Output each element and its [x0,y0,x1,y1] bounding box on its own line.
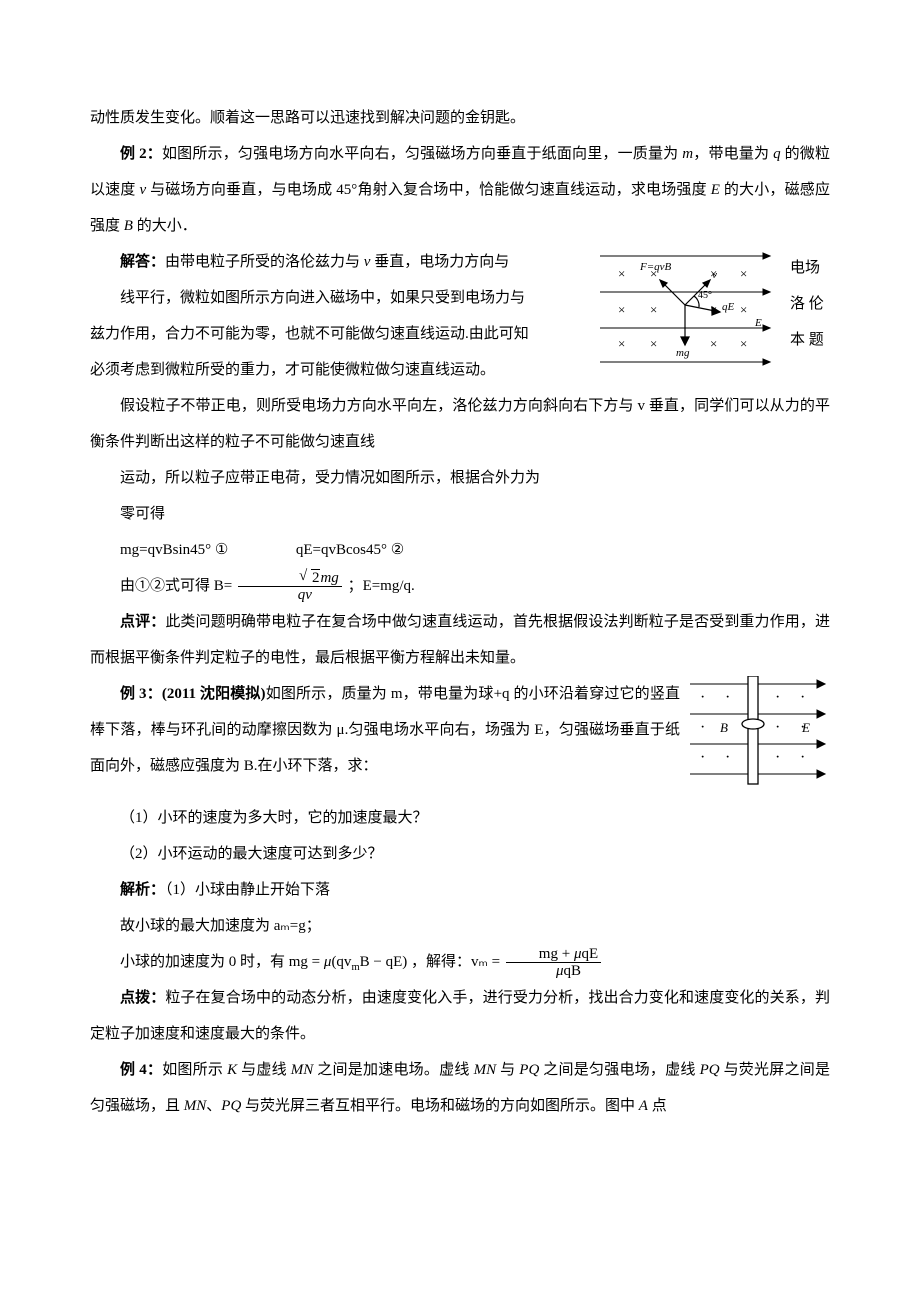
e3-q2: （2）小环运动的最大速度可达到多少？ [90,836,830,872]
e2-ans-a: 由带电粒子所受的洛伦兹力与 v 垂直，电场力方向与 [165,254,509,270]
e2-ans-line2: 线平行，微粒如图所示方向进入磁场中，如果只受到电场力与 [90,280,580,316]
e3-body: 例 3：(2011 沈阳模拟)如图所示，质量为 m，带电量为球+q 的小环沿着穿… [90,676,680,784]
e3-fraction: mg + μqE μqB [506,946,601,980]
hint-head: 点拨： [120,990,165,1006]
eq1b: qE=qvBcos45° ② [296,542,404,558]
svg-text:·: · [700,689,705,706]
e2-tail2: 洛 伦 [790,286,826,322]
e2-ans-line1: 解答：由带电粒子所受的洛伦兹力与 v 垂直，电场力方向与 [90,244,580,280]
comment-body: 此类问题明确带电粒子在复合场中做匀速直线运动，首先根据假设法判断粒子是否受到重力… [90,614,830,666]
e3-hint: 点拨：粒子在复合场中的动态分析，由速度变化入手，进行受力分析，找出合力变化和速度… [90,980,830,1052]
e4-body: 如图所示 K 与虚线 MN 之间是加速电场。虚线 MN 与 PQ 之间是匀强电场… [90,1062,830,1114]
fig1-qE: qE [722,301,735,313]
e3-eq-solve: ，解得：vₘ = [411,954,504,970]
e2-ans-line4: 必须考虑到微粒所受的重力，才可能使微粒做匀速直线运动。 [90,352,580,388]
svg-text:·: · [800,749,805,766]
figure-1: ×××× ×××× ×××× F=qvB v 45° qE E [590,244,780,382]
e2-equation-1: mg=qvBsin45° ① qE=qvBcos45° ② [90,532,830,568]
e3-eq-pre: 小球的加速度为 0 时，有 [120,954,289,970]
e2-ans-line3: 兹力作用，合力不可能为零，也就不可能做匀速直线运动.由此可知 [90,316,580,352]
comment-head: 点评： [120,614,165,630]
eq2-post: ；E=mg/q. [348,578,415,594]
p-continuation: 动性质发生变化。顺着这一思路可以迅速找到解决问题的金钥匙。 [90,100,830,136]
e3-q1: （1）小环的速度为多大时，它的加速度最大？ [90,800,830,836]
svg-text:×: × [740,302,747,317]
svg-text:·: · [725,749,730,766]
svg-text:×: × [650,302,657,317]
analysis-head: 解析： [120,882,165,898]
e2-tail3: 本 题 [790,322,826,358]
e2-tail1: 电场 [790,250,826,286]
answer-head: 解答： [120,254,165,270]
example-2-body: 如图所示，匀强电场方向水平向右，匀强磁场方向垂直于纸面向里，一质量为 m，带电量… [90,146,830,234]
fig1-mg: mg [676,347,690,359]
svg-text:×: × [650,336,657,351]
svg-text:·: · [775,719,780,736]
e3-ans1-text: （1）小球由静止开始下落 [165,882,330,898]
fig1-F: F=qvB [639,261,672,273]
example-4: 例 4：如图所示 K 与虚线 MN 之间是加速电场。虚线 MN 与 PQ 之间是… [90,1052,830,1124]
e4-head: 例 4： [120,1062,162,1078]
svg-text:×: × [618,302,625,317]
e3-ans2: 故小球的最大加速度为 aₘ=g； [90,908,830,944]
e2-equation-2: 由①②式可得 B= 2mg qv ；E=mg/q. [90,568,830,604]
example-2: 例 2：如图所示，匀强电场方向水平向右，匀强磁场方向垂直于纸面向里，一质量为 m… [90,136,830,244]
e2-p-motion: 运动，所以粒子应带正电荷，受力情况如图所示，根据合外力为 [90,460,830,496]
svg-text:×: × [618,266,625,281]
hint-body: 粒子在复合场中的动态分析，由速度变化入手，进行受力分析，找出合力变化和速度变化的… [90,990,830,1042]
eq2-pre: 由①②式可得 B= [120,578,232,594]
figure-2: ···· ··· ···· B E [690,676,830,800]
fig1-E: E [754,317,762,329]
e3-head: 例 3：(2011 沈阳模拟) [120,686,266,702]
e2-comment: 点评：此类问题明确带电粒子在复合场中做匀速直线运动，首先根据假设法判断粒子是否受… [90,604,830,676]
e2-p-zero: 零可得 [90,496,830,532]
eq2-fraction: 2mg qv [238,570,342,604]
svg-text:×: × [740,266,747,281]
svg-text:·: · [725,689,730,706]
fig2-E: E [801,720,810,735]
e2-p-assume: 假设粒子不带正电，则所受电场力方向水平向左，洛伦兹力方向斜向右下方与 v 垂直，… [90,388,830,460]
e3-ans1: 解析：（1）小球由静止开始下落 [90,872,830,908]
svg-text:·: · [700,749,705,766]
svg-text:·: · [800,689,805,706]
svg-text:·: · [700,719,705,736]
fig1-angle: 45° [698,290,712,301]
example-2-head: 例 2： [120,146,162,162]
svg-text:×: × [618,336,625,351]
eq1a: mg=qvBsin45° ① [120,542,228,558]
svg-text:×: × [740,336,747,351]
fig2-B: B [720,720,728,735]
svg-text:·: · [775,749,780,766]
svg-text:·: · [775,689,780,706]
example-2-answer-row: 解答：由带电粒子所受的洛伦兹力与 v 垂直，电场力方向与 线平行，微粒如图所示方… [90,244,830,388]
fig1-v: v [712,269,717,281]
svg-text:×: × [710,336,717,351]
example-3: 例 3：(2011 沈阳模拟)如图所示，质量为 m，带电量为球+q 的小环沿着穿… [90,676,830,800]
e3-equation: 小球的加速度为 0 时，有 mg = μ(qvmB − qE) ，解得：vₘ =… [90,944,830,980]
